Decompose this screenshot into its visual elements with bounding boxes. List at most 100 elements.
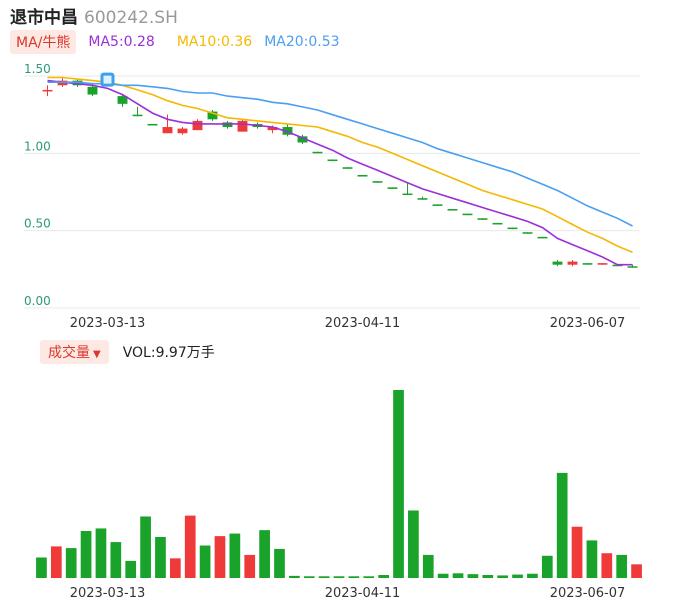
candle (477, 218, 488, 220)
candle (87, 86, 98, 95)
candle (162, 127, 173, 134)
volume-bar (616, 554, 628, 578)
stock-code: 600242.SH (84, 8, 178, 28)
ma-selector-button[interactable]: MA/牛熊 (10, 30, 77, 54)
y-tick-label: 0.00 (24, 294, 51, 308)
volume-bar (80, 531, 92, 578)
candle (552, 261, 563, 265)
ma5-legend: MA5:0.28 (88, 34, 155, 50)
volume-bar (437, 573, 449, 578)
volume-selector-label: 成交量 (48, 345, 90, 361)
volume-bar (527, 573, 538, 578)
candle (357, 174, 368, 177)
ma10-line (47, 76, 633, 254)
x-tick-label: 2023-04-11 (325, 316, 401, 331)
y-tick-label: 1.50 (24, 62, 51, 76)
volume-bar (318, 576, 330, 578)
volume-legend: 成交量 ▼ VOL:9.97万手 (40, 340, 215, 364)
ma5-line (47, 79, 633, 266)
candle (42, 89, 53, 92)
volume-bars (36, 390, 642, 578)
candle (432, 204, 443, 206)
volume-bar (50, 546, 62, 578)
volume-value: VOL:9.97万手 (122, 345, 215, 361)
x-tick-label: 2023-04-11 (325, 586, 401, 601)
ma-lines (47, 76, 633, 266)
candle (177, 128, 188, 134)
volume-bar (289, 575, 300, 578)
candle (237, 120, 248, 132)
candle (267, 127, 278, 131)
ma-legend: MA/牛熊 MA5:0.28 MA10:0.36 MA20:0.53 (10, 30, 340, 54)
x-tick-label: 2023-06-07 (550, 586, 626, 601)
price-axis-labels: 0.00 0.50 1.00 1.50 (24, 62, 51, 308)
volume-bar (333, 576, 345, 578)
candle (462, 213, 473, 216)
x-tick-label: 2023-06-07 (550, 316, 626, 331)
candle (372, 181, 383, 183)
volume-bar (586, 540, 598, 578)
volume-bar (378, 575, 389, 578)
candle (507, 227, 518, 230)
candle (342, 167, 353, 169)
volume-bar (259, 530, 270, 578)
volume-bar (229, 533, 241, 578)
candle (132, 114, 143, 117)
volume-bar (125, 560, 137, 578)
candle (447, 209, 458, 211)
volume-bar (512, 574, 523, 578)
volume-bar (169, 558, 181, 578)
volume-bar (408, 510, 419, 578)
volume-date-labels: 2023-03-13 2023-04-11 2023-06-07 (70, 586, 626, 601)
volume-bar (214, 536, 226, 578)
ma20-legend: MA20:0.53 (264, 34, 340, 50)
volume-bar (363, 576, 375, 578)
volume-bar (140, 516, 151, 578)
stock-title: 退市中昌 600242.SH (10, 3, 178, 28)
volume-bar (541, 555, 553, 578)
volume-selector-button[interactable]: 成交量 ▼ (40, 340, 109, 364)
candle (567, 261, 578, 265)
ma20-line (47, 81, 633, 227)
volume-bar (571, 526, 583, 578)
candle (597, 263, 608, 265)
volume-bar (274, 548, 285, 578)
candle (492, 222, 503, 225)
candle (402, 193, 413, 196)
volume-bar (110, 542, 122, 578)
candle (582, 263, 593, 265)
candle (117, 96, 128, 104)
volume-bar (36, 557, 47, 578)
y-tick-label: 1.00 (24, 139, 51, 153)
volume-bar (631, 564, 642, 578)
marker-inner (103, 75, 112, 84)
candle (297, 136, 308, 143)
volume-bar (452, 573, 464, 578)
price-grid (24, 75, 640, 309)
volume-bar (95, 528, 107, 578)
ma10-legend: MA10:0.36 (176, 34, 253, 50)
volume-bar (393, 390, 404, 578)
candle (327, 159, 338, 162)
volume-bar (199, 545, 211, 578)
candle (147, 123, 158, 126)
volume-bar (497, 575, 509, 578)
candles (42, 72, 638, 268)
y-tick-label: 0.50 (24, 217, 51, 231)
candle (522, 232, 533, 234)
volume-bar (422, 554, 434, 578)
bull-bear-marker-icon (100, 72, 115, 87)
volume-bar (155, 536, 166, 578)
volume-bar (303, 576, 315, 578)
volume-bar (482, 575, 494, 578)
candle (387, 187, 398, 189)
candle (192, 120, 203, 131)
chevron-down-icon: ▼ (93, 349, 101, 360)
volume-bar (65, 548, 77, 578)
volume-bar (244, 554, 256, 578)
volume-bar (184, 515, 196, 578)
candle (312, 151, 323, 154)
price-date-labels: 2023-03-13 2023-04-11 2023-06-07 (70, 316, 626, 331)
x-tick-label: 2023-03-13 (70, 586, 146, 601)
